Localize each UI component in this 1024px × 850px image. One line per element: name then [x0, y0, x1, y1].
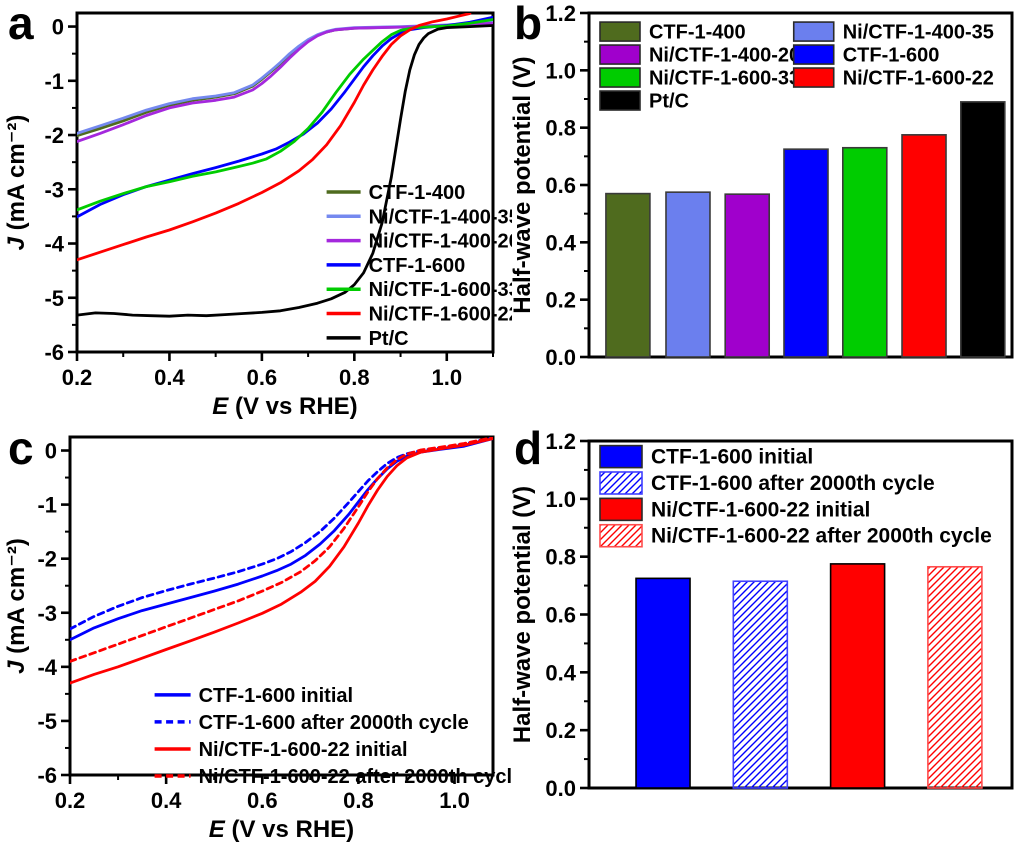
- svg-text:Ni/CTF-1-600-33: Ni/CTF-1-600-33: [649, 68, 800, 90]
- svg-text:J (mA cm⁻²): J (mA cm⁻²): [3, 115, 30, 251]
- svg-text:CTF-1-600: CTF-1-600: [843, 45, 940, 67]
- svg-text:0: 0: [45, 439, 57, 464]
- svg-text:-4: -4: [44, 232, 64, 257]
- svg-text:E (V vs RHE): E (V vs RHE): [212, 393, 357, 420]
- svg-text:0.8: 0.8: [545, 545, 576, 570]
- lsv-chart-all-catalysts: 0.2 0.4 0.6 0.8 1.0 0 -1 -2 -3 -4 -5 -6 E (V vs RHE)…: [3, 11, 512, 420]
- svg-text:Ni/CTF-1-600-22 after 2000th c: Ni/CTF-1-600-22 after 2000th cycle: [199, 766, 512, 788]
- svg-text:CTF-1-600: CTF-1-600: [369, 255, 466, 277]
- svg-text:Pt/C: Pt/C: [649, 91, 689, 113]
- svg-text:0.8: 0.8: [545, 116, 576, 141]
- svg-text:CTF-1-400: CTF-1-400: [369, 182, 466, 204]
- svg-text:Ni/CTF-1-600-22 initial: Ni/CTF-1-600-22 initial: [199, 739, 408, 761]
- svg-text:-4: -4: [37, 655, 57, 680]
- svg-text:Ni/CTF-1-600-22 initial: Ni/CTF-1-600-22 initial: [651, 498, 870, 521]
- svg-text:0.6: 0.6: [247, 365, 278, 390]
- panel-b: b 0.0 0.2 0.4 0.6 0.8 1.0 1.2 Half-wave potenti…: [512, 0, 1024, 425]
- svg-text:-1: -1: [37, 493, 57, 518]
- svg-text:0.6: 0.6: [545, 603, 576, 628]
- svg-text:Half-wave potential (V): Half-wave potential (V): [512, 56, 536, 313]
- svg-text:0.8: 0.8: [339, 365, 370, 390]
- svg-text:Ni/CTF-1-600-22 after 2000th c: Ni/CTF-1-600-22 after 2000th cycle: [651, 525, 992, 548]
- svg-text:0.4: 0.4: [545, 660, 576, 685]
- svg-text:1.2: 1.2: [545, 429, 576, 454]
- svg-text:-2: -2: [44, 123, 64, 148]
- panel-letter-d: d: [514, 422, 543, 474]
- svg-text:-2: -2: [37, 547, 57, 572]
- svg-text:Ni/CTF-1-400-20: Ni/CTF-1-400-20: [369, 231, 512, 253]
- svg-text:Pt/C: Pt/C: [369, 328, 409, 350]
- svg-text:0.6: 0.6: [545, 173, 576, 198]
- svg-text:-5: -5: [44, 286, 64, 311]
- svg-text:CTF-1-600 initial: CTF-1-600 initial: [199, 685, 353, 707]
- svg-text:0.2: 0.2: [545, 288, 576, 313]
- svg-text:-6: -6: [37, 763, 57, 788]
- svg-text:Ni/CTF-1-600-22: Ni/CTF-1-600-22: [369, 304, 512, 326]
- svg-text:Half-wave potential (V): Half-wave potential (V): [512, 486, 536, 743]
- panel-letter-b: b: [514, 0, 543, 49]
- half-wave-potential-cycling-bar-chart: 0.0 0.2 0.4 0.6 0.8 1.0 1.2 Half-wave potential…: [512, 429, 1014, 801]
- svg-text:0: 0: [52, 15, 64, 40]
- svg-text:-3: -3: [44, 177, 64, 202]
- lsv-chart-cycling-stability: 0.2 0.4 0.6 0.8 1.0 0 -1 -2 -3 -4 -5 -6 E (V vs RHE)…: [3, 435, 512, 843]
- svg-text:CTF-1-600 after 2000th cycle: CTF-1-600 after 2000th cycle: [199, 712, 469, 734]
- svg-text:Ni/CTF-1-400-35: Ni/CTF-1-400-35: [843, 22, 994, 44]
- svg-text:-6: -6: [44, 340, 64, 365]
- svg-text:Ni/CTF-1-400-20: Ni/CTF-1-400-20: [649, 45, 800, 67]
- panel-letter-a: a: [8, 0, 34, 49]
- svg-text:1.0: 1.0: [431, 365, 462, 390]
- svg-text:CTF-1-600 after 2000th cycle: CTF-1-600 after 2000th cycle: [651, 472, 935, 495]
- svg-text:-3: -3: [37, 601, 57, 626]
- half-wave-potential-bar-chart: 0.0 0.2 0.4 0.6 0.8 1.0 1.2 Half-wave potential…: [512, 1, 1014, 370]
- svg-text:0.0: 0.0: [545, 345, 576, 370]
- svg-text:Ni/CTF-1-400-35: Ni/CTF-1-400-35: [369, 206, 512, 228]
- svg-text:0.8: 0.8: [343, 788, 374, 813]
- panel-c: c 0.2 0.4 0.6 0.8 1.0 0 -1 -2 -3 -4 -5 -6 E (V vs RH…: [0, 422, 512, 850]
- svg-text:0.4: 0.4: [545, 230, 576, 255]
- svg-text:0.4: 0.4: [151, 788, 182, 813]
- svg-text:J (mA cm⁻²): J (mA cm⁻²): [3, 538, 30, 674]
- svg-text:1.0: 1.0: [439, 788, 470, 813]
- svg-text:0.2: 0.2: [545, 718, 576, 743]
- svg-text:0.2: 0.2: [62, 365, 93, 390]
- svg-text:1.0: 1.0: [545, 58, 576, 83]
- svg-text:1.2: 1.2: [545, 1, 576, 26]
- svg-text:0.2: 0.2: [55, 788, 86, 813]
- svg-text:1.0: 1.0: [545, 487, 576, 512]
- svg-text:-1: -1: [44, 69, 64, 94]
- panel-a: a 0.2 0.4 0.6 0.8 1.0 0 -1 -2 -3 -4 -5 -6 E (V vs RH…: [0, 0, 512, 425]
- svg-text:CTF-1-600 initial: CTF-1-600 initial: [651, 446, 813, 469]
- svg-text:0.0: 0.0: [545, 776, 576, 801]
- svg-text:CTF-1-400: CTF-1-400: [649, 22, 746, 44]
- svg-text:Ni/CTF-1-600-22: Ni/CTF-1-600-22: [843, 68, 994, 90]
- svg-text:-5: -5: [37, 709, 57, 734]
- svg-text:0.4: 0.4: [154, 365, 185, 390]
- panel-letter-c: c: [8, 422, 34, 474]
- svg-text:0.6: 0.6: [247, 788, 278, 813]
- svg-text:Ni/CTF-1-600-33: Ni/CTF-1-600-33: [369, 279, 512, 301]
- panel-d: d 0.0 0.2 0.4 0.6 0.8 1.0 1.2 Half-wave potenti…: [512, 422, 1024, 850]
- svg-text:E (V vs RHE): E (V vs RHE): [209, 816, 354, 843]
